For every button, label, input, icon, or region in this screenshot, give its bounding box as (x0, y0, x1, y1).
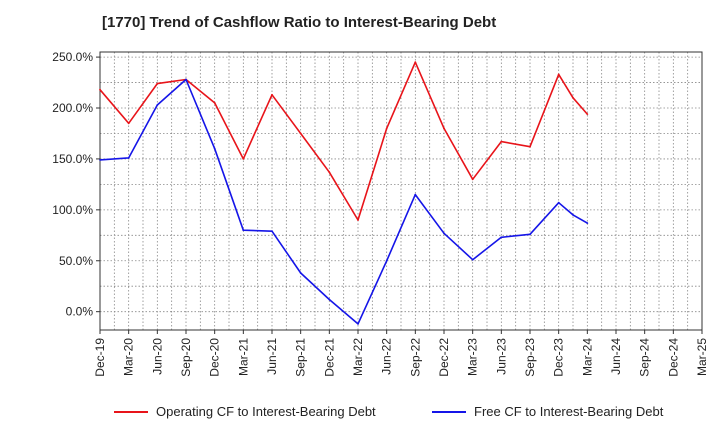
data-point (414, 193, 417, 196)
data-point (299, 132, 302, 135)
data-point (471, 258, 474, 261)
x-tick-label: Dec-19 (93, 338, 107, 377)
data-point (414, 61, 417, 64)
series-lines (99, 61, 589, 325)
grid-lines (99, 52, 703, 330)
data-point (572, 214, 574, 216)
y-tick-label: 100.0% (52, 203, 93, 217)
x-tick-label: Dec-24 (666, 338, 680, 377)
data-point (242, 158, 245, 160)
legend-label-free-cf: Free CF to Interest-Bearing Debt (474, 404, 664, 419)
data-point (185, 78, 187, 81)
legend-swatch-operating-cf (114, 410, 148, 413)
data-point (586, 222, 589, 225)
data-point (357, 323, 359, 325)
data-point (557, 201, 560, 204)
data-point (443, 127, 445, 130)
data-point (99, 88, 101, 91)
legend-item-operating-cf: Operating CF to Interest-Bearing Debt (114, 404, 376, 419)
data-point (557, 73, 560, 76)
data-point (299, 272, 302, 274)
legend: Operating CF to Interest-Bearing Debt Fr… (0, 404, 720, 426)
x-tick-label: Mar-25 (695, 338, 709, 376)
data-point (242, 229, 245, 232)
x-tick-label: Mar-22 (351, 338, 365, 376)
x-tick-label: Mar-21 (236, 338, 250, 376)
x-tick-label: Jun-21 (265, 338, 279, 375)
data-point (443, 232, 445, 235)
x-tick-label: Mar-24 (580, 338, 594, 376)
y-tick-label: 0.0% (66, 305, 94, 319)
data-point (156, 104, 159, 106)
data-point (127, 157, 130, 159)
x-tick-label: Mar-23 (466, 338, 480, 376)
data-point (328, 171, 331, 174)
x-tick-label: Sep-20 (179, 338, 193, 377)
x-tick-label: Sep-21 (294, 338, 308, 377)
data-point (271, 93, 273, 96)
plot-frame (99, 51, 703, 331)
data-point (572, 96, 574, 99)
legend-item-free-cf: Free CF to Interest-Bearing Debt (432, 404, 663, 419)
data-point (328, 298, 331, 301)
data-point (127, 122, 130, 125)
data-point (99, 159, 101, 161)
x-tick-label: Jun-23 (494, 338, 508, 375)
x-tick-label: Sep-22 (408, 338, 422, 377)
data-point (385, 127, 388, 130)
x-tick-label: Sep-23 (523, 338, 537, 377)
y-axis-ticks: 0.0% 50.0% 100.0% 150.0% 200.0% 250.0% (52, 50, 100, 319)
x-tick-label: Sep-24 (638, 338, 652, 377)
y-tick-label: 150.0% (52, 152, 93, 166)
data-point (586, 113, 589, 115)
x-axis-ticks: Dec-19 Mar-20 Jun-20 Sep-20 Dec-20 Mar-21 Jun-… (93, 330, 709, 377)
data-point (271, 230, 273, 233)
x-tick-label: Jun-22 (380, 338, 394, 375)
data-point (529, 233, 531, 236)
x-tick-label: Dec-21 (322, 338, 336, 377)
data-point (471, 178, 474, 181)
data-point (156, 82, 159, 85)
x-tick-label: Dec-20 (208, 338, 222, 377)
data-point (213, 102, 216, 104)
data-point (500, 140, 503, 143)
legend-swatch-free-cf (432, 410, 466, 413)
y-tick-label: 50.0% (59, 254, 93, 268)
data-point (357, 219, 359, 221)
x-tick-label: Jun-24 (609, 338, 623, 375)
x-tick-label: Dec-23 (552, 338, 566, 377)
data-point (385, 259, 388, 262)
y-tick-label: 200.0% (52, 101, 93, 115)
y-tick-label: 250.0% (52, 50, 93, 64)
data-point (529, 145, 531, 148)
x-tick-label: Dec-22 (437, 338, 451, 377)
x-tick-label: Jun-20 (150, 338, 164, 375)
chart-title: [1770] Trend of Cashflow Ratio to Intere… (102, 14, 497, 31)
data-point (500, 236, 503, 239)
legend-label-operating-cf: Operating CF to Interest-Bearing Debt (156, 404, 376, 419)
x-tick-label: Mar-20 (122, 338, 136, 376)
data-point (213, 147, 216, 150)
series-line-operating-cf (99, 61, 588, 221)
